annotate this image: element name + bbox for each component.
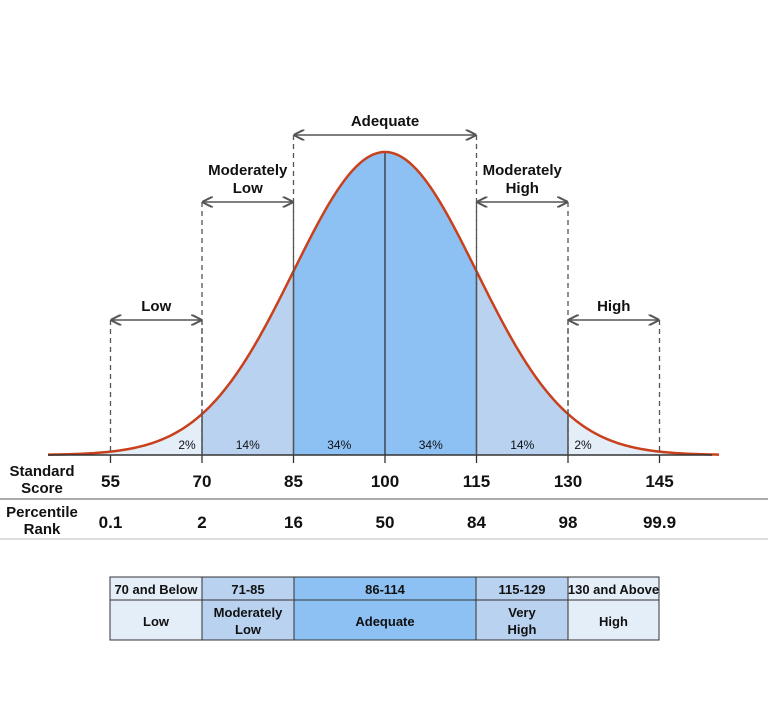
table-range-text: 70 and Below: [114, 582, 198, 597]
segment-area: [293, 152, 385, 455]
table-category-text: High: [599, 614, 628, 629]
table-category-cell: [567, 599, 660, 641]
table-category-text: High: [508, 622, 537, 637]
table-category-cell: [475, 599, 569, 641]
table-range-text: 130 and Above: [568, 582, 659, 597]
tail-percent-label: 2%: [574, 438, 592, 452]
percentile-rank-label: 2: [197, 513, 206, 532]
table-range-text: 71-85: [231, 582, 264, 597]
range-label: Low: [141, 298, 171, 315]
table-category-text: Low: [235, 622, 262, 637]
percentile-rank-row-label: Percentile: [6, 504, 78, 521]
table-category-cell: [109, 599, 203, 641]
percentile-rank-label: 98: [559, 513, 578, 532]
table-category-text: Very: [508, 605, 536, 620]
standard-score-label: 85: [284, 472, 303, 491]
range-label: Moderately: [483, 162, 563, 179]
standard-score-label: 130: [554, 472, 582, 491]
range-label: Adequate: [351, 113, 419, 130]
percentile-rank-label: 50: [376, 513, 395, 532]
distribution-curve: [47, 150, 720, 456]
table-range-text: 86-114: [365, 582, 406, 597]
tail-area-right: [568, 413, 720, 455]
tail-percent-label: 2%: [178, 438, 196, 452]
table-category-text: Low: [143, 614, 170, 629]
tail-area-left: [48, 415, 202, 455]
standard-score-label: 55: [101, 472, 120, 491]
standard-score-label: 145: [645, 472, 673, 491]
standard-score-label: 115: [463, 472, 490, 491]
percentile-rank-label: 99.9: [643, 513, 676, 532]
percentile-rank-label: 0.1: [99, 513, 123, 532]
table-category-cell: [293, 599, 477, 641]
percentile-rank-label: 16: [284, 513, 303, 532]
range-label: High: [597, 298, 630, 315]
percentile-rank-label: 84: [467, 513, 486, 532]
standard-score-row-label: Score: [21, 480, 63, 497]
segment-percent-label: 34%: [327, 438, 351, 452]
table-category-text: Adequate: [355, 614, 414, 629]
standard-score-row-label: Standard: [9, 463, 74, 480]
segment-percent-label: 14%: [236, 438, 260, 452]
range-label: Moderately: [208, 162, 288, 179]
segment-percent-label: 14%: [510, 438, 534, 452]
standard-score-label: 70: [193, 472, 212, 491]
table-category-text: Moderately: [214, 605, 283, 620]
segment-area: [385, 152, 477, 455]
range-label: High: [506, 180, 539, 197]
table-range-text: 115-129: [499, 582, 546, 597]
percentile-rank-row-label: Rank: [24, 521, 61, 538]
standard-score-label: 100: [371, 472, 399, 491]
range-label: Low: [233, 180, 263, 197]
segment-percent-label: 34%: [419, 438, 443, 452]
